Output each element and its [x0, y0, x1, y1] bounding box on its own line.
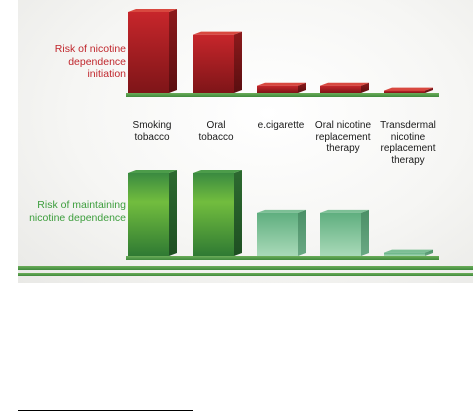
series-label-initiation: Risk of nicotine dependence initiation: [54, 43, 126, 80]
category-label-oral-tobacco: Oral tobacco: [198, 120, 234, 143]
bar-initiation-4: [384, 87, 433, 93]
bottom-rule-1: [18, 266, 473, 270]
bar-maintaining-1: [193, 170, 242, 256]
series-label-maintaining: Risk of maintaining nicotine dependence: [29, 199, 126, 224]
bar-initiation-1: [193, 31, 242, 93]
bar-top: [193, 170, 242, 173]
bar-top: [257, 82, 306, 86]
bar-front: [257, 85, 298, 93]
category-label-smoking-tobacco: Smoking tobacco: [132, 120, 172, 143]
bar-front: [193, 173, 234, 256]
category-label-e-cigarette: e.cigarette: [257, 120, 305, 131]
bar-front: [128, 12, 169, 93]
category-label-transdermal-nrt: Transdermal nicotine replacement therapy: [380, 120, 436, 166]
bar-side: [234, 170, 242, 256]
bar-front: [320, 212, 361, 256]
bar-top: [384, 249, 433, 253]
bar-side: [169, 170, 177, 256]
bar-top: [320, 82, 369, 86]
footnote-rule: [18, 410, 193, 411]
chart-panel: [18, 0, 473, 283]
bar-side: [169, 9, 177, 93]
bar-side: [234, 31, 242, 93]
bar-initiation-2: [257, 82, 306, 93]
bar-top: [128, 9, 177, 12]
bar-front: [384, 252, 425, 256]
bar-side: [361, 209, 369, 256]
bar-front: [320, 85, 361, 93]
bar-initiation-0: [128, 9, 177, 93]
bar-maintaining-3: [320, 209, 369, 256]
bar-front: [257, 212, 298, 256]
bar-top: [320, 209, 369, 213]
bar-top: [384, 87, 433, 91]
bar-side: [425, 87, 433, 93]
baseline-top: [126, 93, 439, 97]
bottom-rule-2: [18, 273, 473, 276]
baseline-bottom: [126, 256, 439, 260]
bar-front: [193, 34, 234, 93]
bar-top: [257, 209, 306, 213]
bar-side: [425, 249, 433, 256]
bar-side: [298, 82, 306, 93]
bar-side: [298, 209, 306, 256]
bar-maintaining-0: [128, 170, 177, 256]
bar-front: [384, 90, 425, 93]
bar-initiation-3: [320, 82, 369, 93]
bar-top: [128, 170, 177, 173]
bar-maintaining-2: [257, 209, 306, 256]
bar-side: [361, 82, 369, 93]
category-label-oral-nrt: Oral nicotine replacement therapy: [314, 120, 372, 154]
bar-front: [128, 173, 169, 256]
bar-top: [193, 31, 242, 35]
bar-chart: [18, 9, 473, 276]
bar-maintaining-4: [384, 249, 433, 256]
